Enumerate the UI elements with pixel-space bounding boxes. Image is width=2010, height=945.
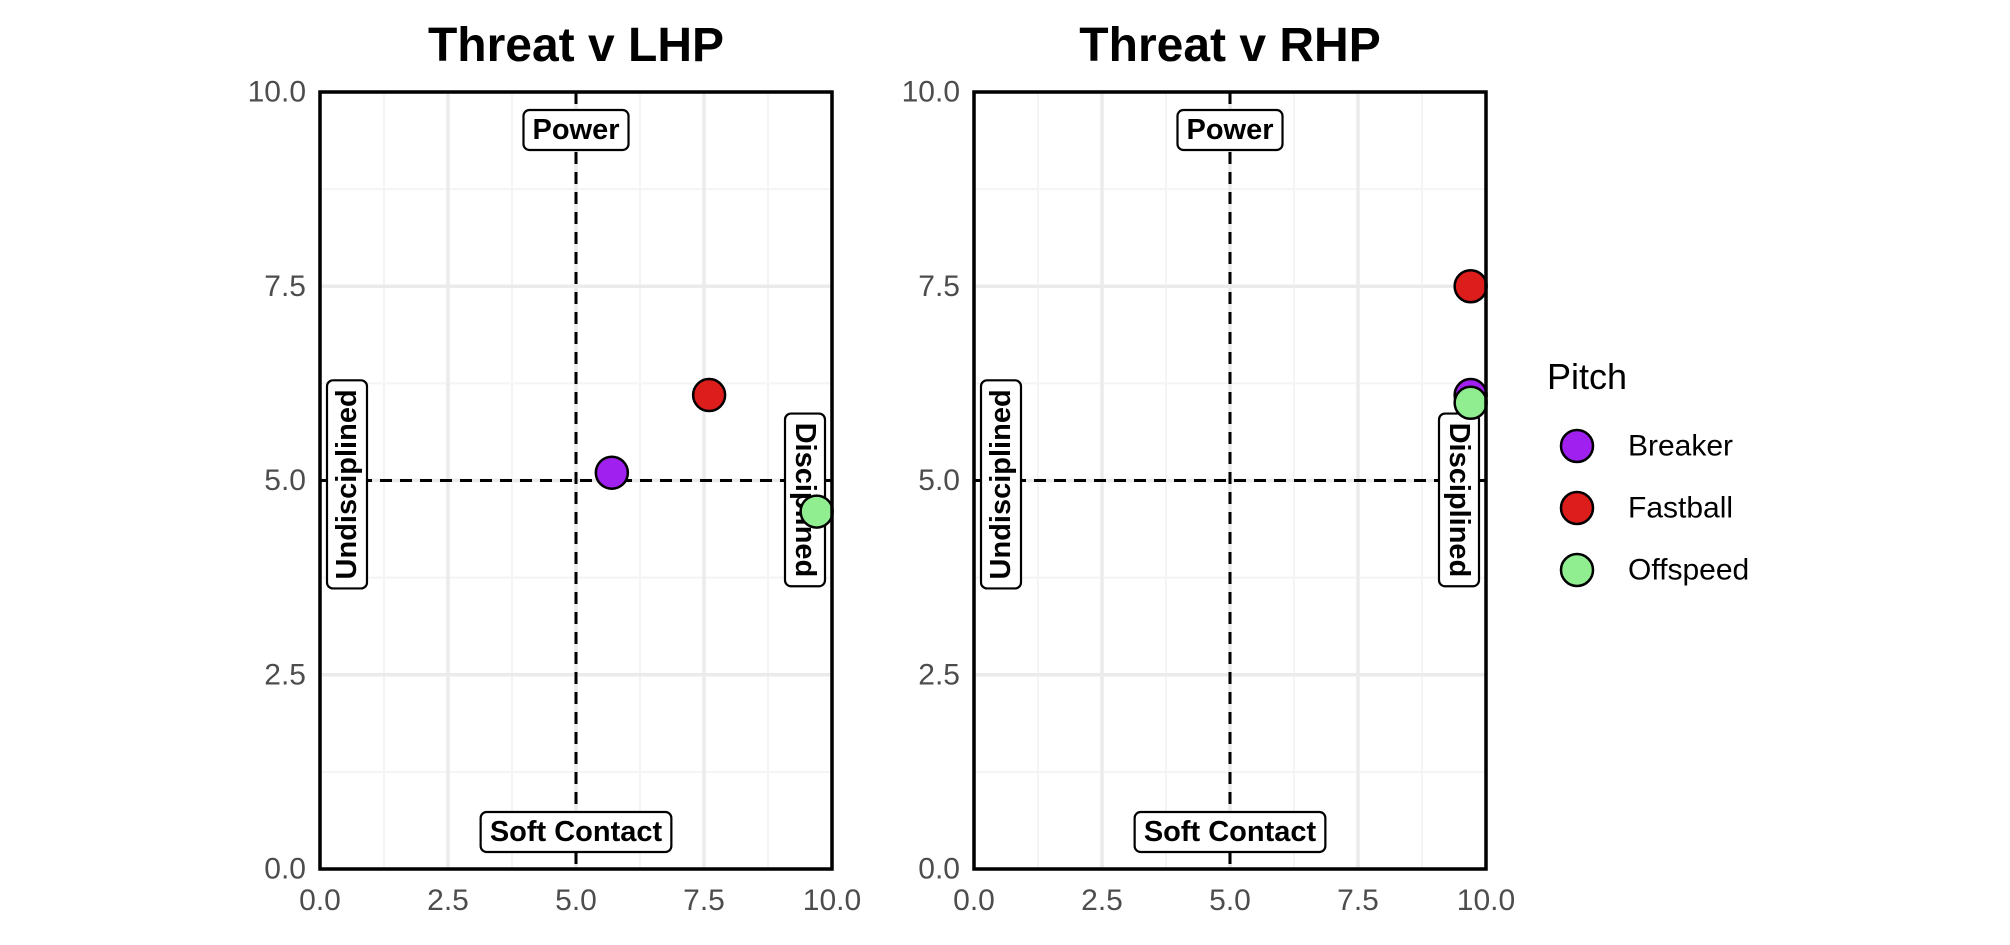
y-tick-label: 10.0	[248, 76, 306, 109]
quadrant-label-power-box	[1176, 108, 1284, 152]
y-tick-label: 7.5	[264, 270, 306, 303]
quadrant-label-disciplined: Disciplined	[1443, 423, 1475, 578]
data-point-fastball	[1453, 269, 1488, 304]
data-point-offspeed	[1453, 385, 1488, 421]
y-tick-label: 0.0	[264, 853, 306, 886]
legend-marker-fastball	[1559, 490, 1595, 526]
quadrant-label-undisciplined: Undisciplined	[985, 389, 1017, 579]
x-tick-label: 5.0	[555, 884, 597, 917]
data-point-breaker	[594, 455, 630, 490]
quadrant-label-power: Power	[532, 114, 619, 146]
x-tick-label: 2.5	[427, 884, 469, 917]
y-tick-label: 7.5	[918, 270, 960, 303]
data-point-fastball	[691, 377, 727, 413]
y-tick-label: 2.5	[264, 658, 306, 691]
x-tick-label: 7.5	[1337, 884, 1379, 917]
quadrant-label-soft-contact-box	[1133, 810, 1327, 854]
quadrant-label-undisciplined-box	[325, 379, 369, 590]
y-tick-label: 10.0	[902, 76, 960, 109]
legend-label-fastball: Fastball	[1628, 492, 1733, 525]
data-point-offspeed	[799, 494, 834, 529]
legend-title: Pitch	[1547, 356, 1627, 397]
y-tick-label: 5.0	[918, 464, 960, 497]
panel-threat-v-rhp: Power Soft Contact Undisciplined Discipline…	[902, 19, 1516, 917]
chart-title: Threat v RHP	[1079, 19, 1380, 72]
x-tick-label: 10.0	[803, 884, 861, 917]
quadrant-label-power: Power	[1186, 114, 1273, 146]
legend-label-offspeed: Offspeed	[1628, 554, 1749, 587]
x-tick-label: 0.0	[299, 884, 341, 917]
quadrant-label-undisciplined-box	[979, 379, 1023, 590]
x-tick-label: 7.5	[683, 884, 725, 917]
x-tick-label: 5.0	[1209, 884, 1251, 917]
quadrant-label-soft-contact: Soft Contact	[1144, 816, 1317, 848]
legend-marker-offspeed	[1559, 552, 1595, 588]
chart-title: Threat v LHP	[428, 19, 724, 72]
quadrant-label-power-box	[522, 108, 630, 152]
legend-marker-breaker	[1559, 428, 1595, 464]
y-tick-label: 0.0	[918, 853, 960, 886]
plot-border	[318, 90, 834, 871]
x-tick-label: 0.0	[953, 884, 995, 917]
x-tick-label: 2.5	[1081, 884, 1123, 917]
quadrant-label-soft-contact-box	[479, 810, 673, 854]
legend-label-breaker: Breaker	[1628, 430, 1733, 463]
x-tick-label: 10.0	[1457, 884, 1515, 917]
quadrant-label-soft-contact: Soft Contact	[490, 816, 663, 848]
y-tick-label: 5.0	[264, 464, 306, 497]
plot-border	[972, 90, 1488, 871]
quadrant-label-undisciplined: Undisciplined	[331, 389, 363, 579]
y-tick-label: 2.5	[918, 658, 960, 691]
